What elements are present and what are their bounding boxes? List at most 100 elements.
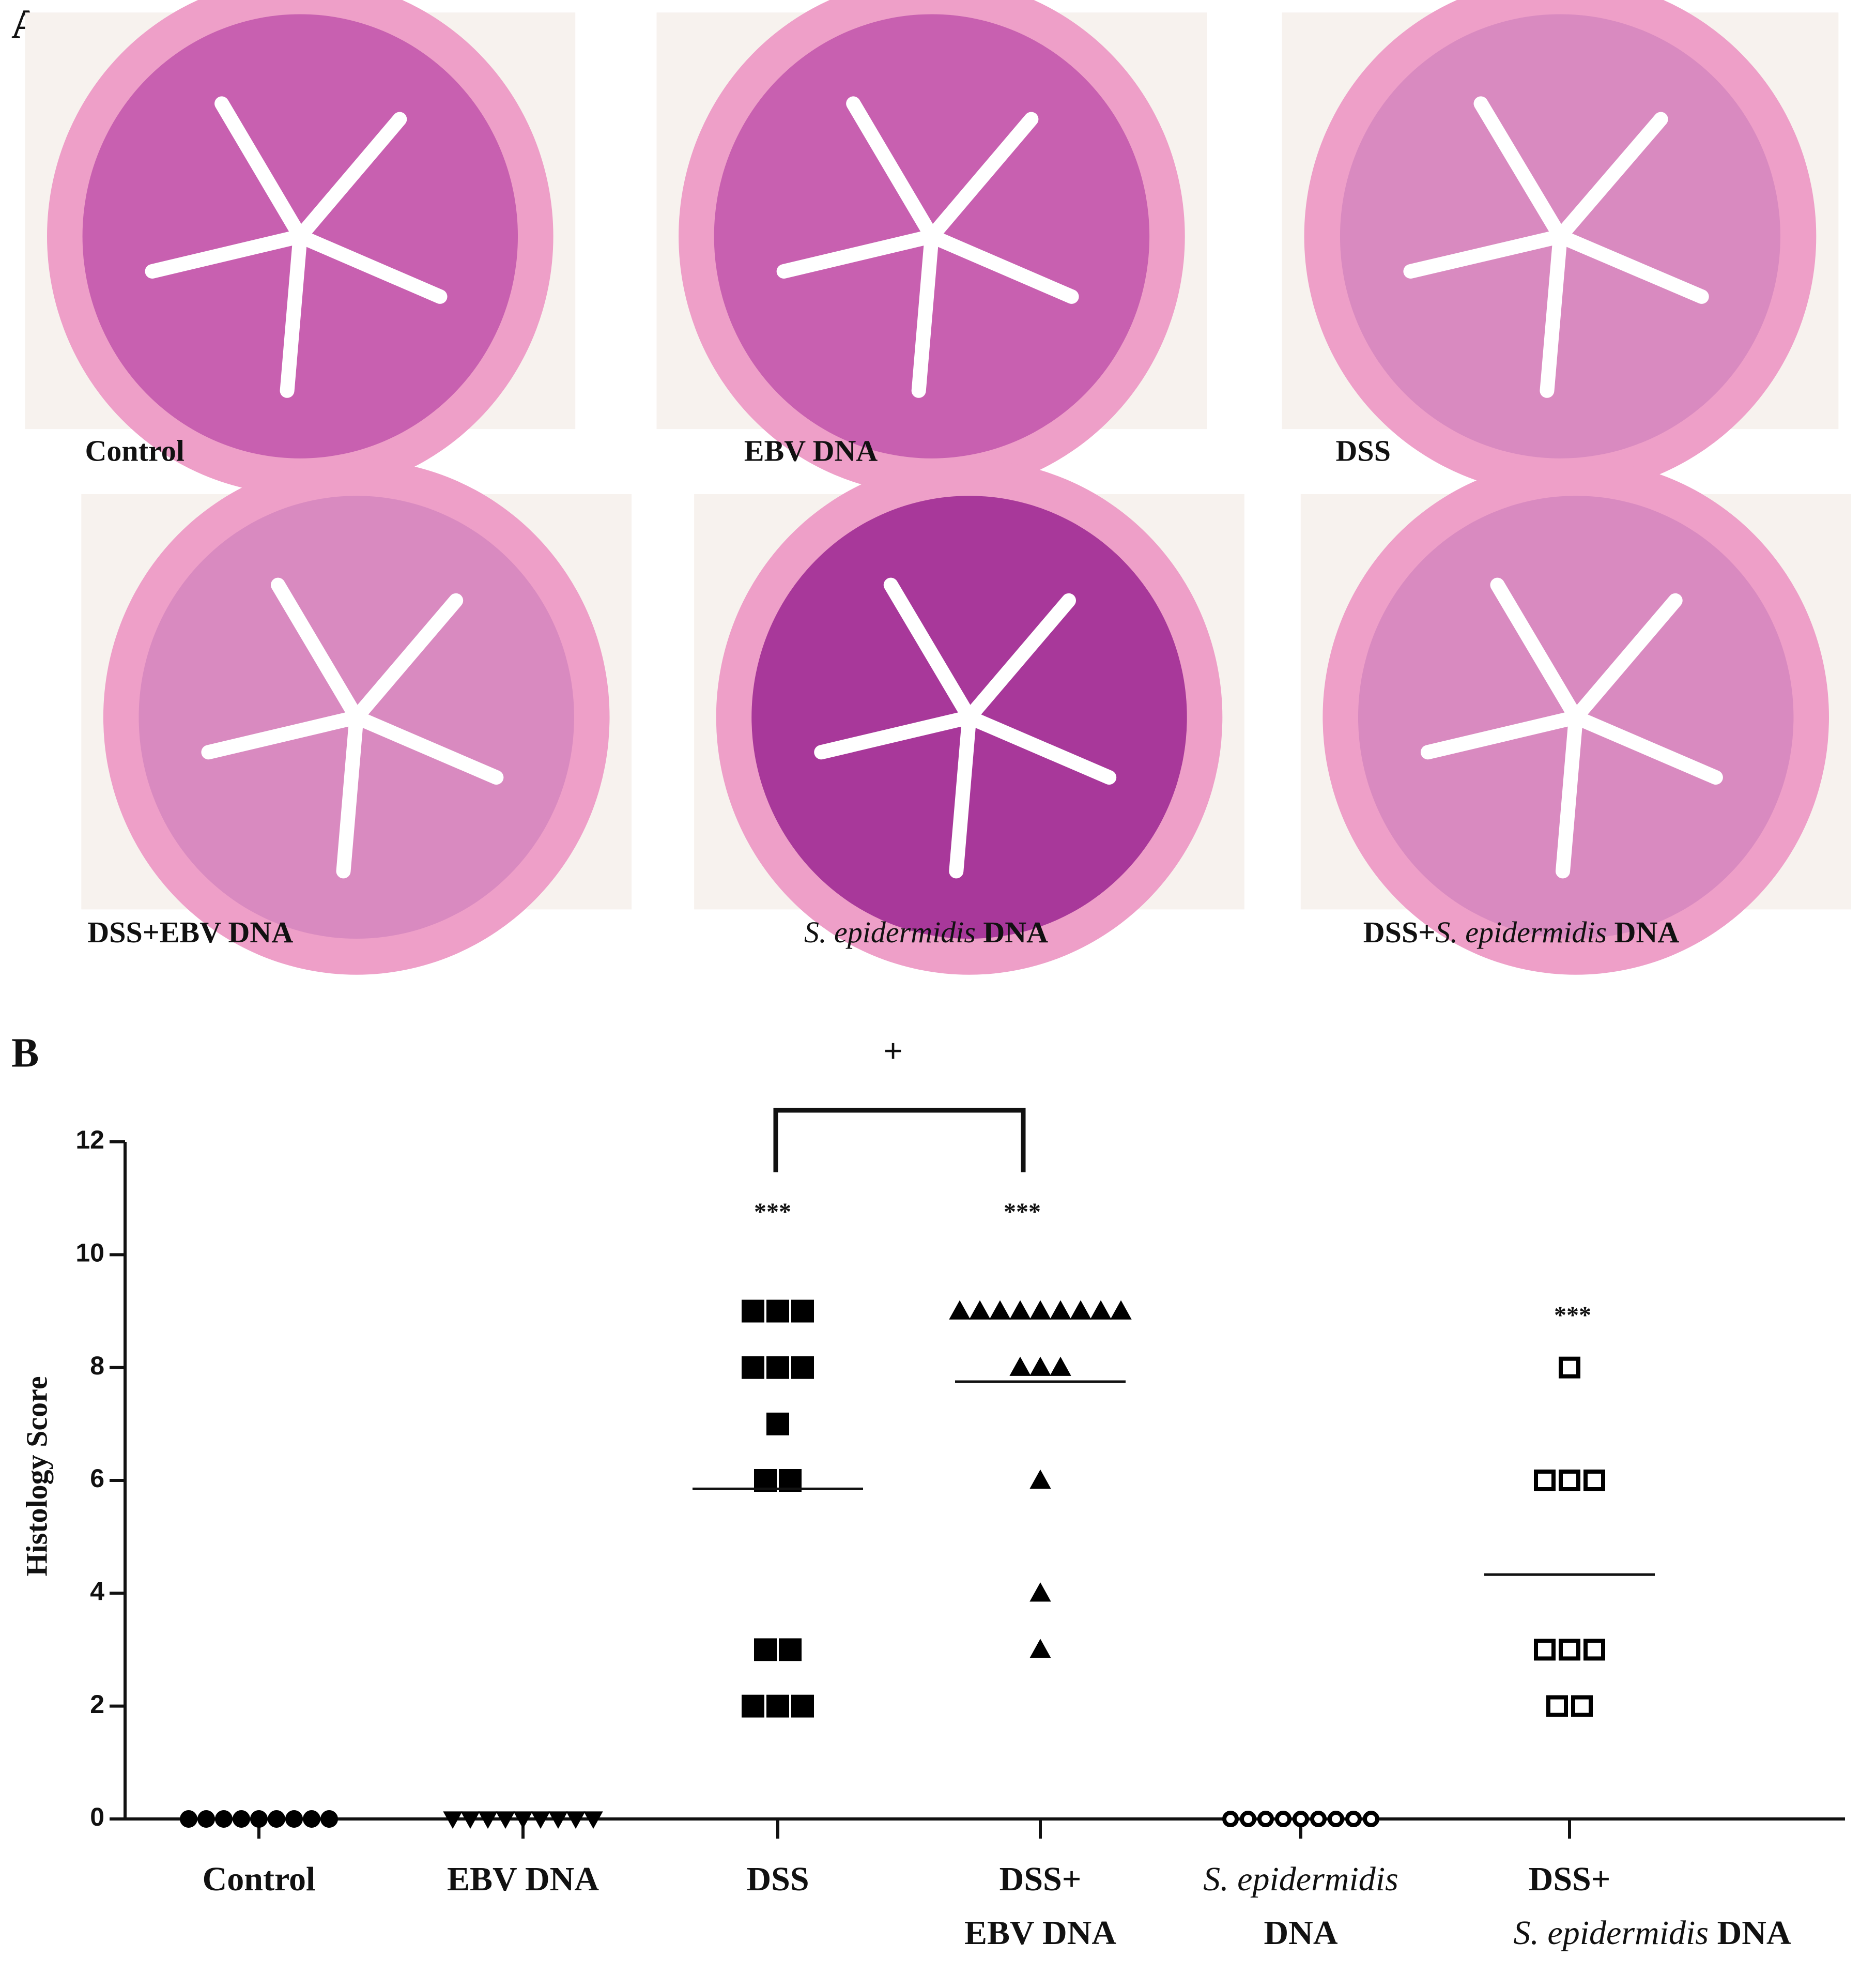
data-point bbox=[1583, 1470, 1605, 1491]
data-point bbox=[1029, 1300, 1051, 1320]
data-point bbox=[1090, 1300, 1112, 1320]
text-run: DNA bbox=[1264, 1914, 1338, 1952]
text-run: Control bbox=[85, 434, 184, 468]
image-caption: DSS+S. epidermidis DNA bbox=[1363, 915, 1680, 949]
y-tick-label: 0 bbox=[90, 1802, 104, 1831]
text-run: DNA bbox=[976, 915, 1048, 949]
data-point bbox=[268, 1810, 285, 1828]
data-point bbox=[1559, 1356, 1580, 1379]
x-tick-label: DSS+ bbox=[999, 1860, 1082, 1898]
lumen bbox=[814, 710, 977, 760]
text-run: DSS+EBV DNA bbox=[87, 915, 293, 949]
lumen bbox=[962, 593, 1076, 725]
data-point bbox=[1009, 1356, 1031, 1376]
data-point bbox=[791, 1356, 814, 1379]
data-point bbox=[1029, 1582, 1051, 1602]
text-run: DNA bbox=[1709, 1914, 1791, 1952]
data-point bbox=[548, 1811, 568, 1829]
x-tick-label: DNA bbox=[1264, 1914, 1338, 1952]
lumen bbox=[145, 229, 307, 279]
y-tick-label: 8 bbox=[90, 1351, 104, 1380]
lumen bbox=[1403, 229, 1567, 279]
data-point bbox=[791, 1694, 814, 1718]
text-run: S. epidermidis bbox=[804, 915, 976, 949]
lumen bbox=[1552, 229, 1709, 304]
text-run: DNA bbox=[1607, 915, 1679, 949]
x-tick-label: Control bbox=[203, 1860, 316, 1898]
data-point bbox=[1257, 1811, 1274, 1827]
image-caption: DSS bbox=[1336, 434, 1391, 468]
lumen bbox=[911, 229, 939, 398]
lumen bbox=[1420, 710, 1583, 760]
lumen bbox=[336, 710, 364, 879]
text-run: DSS bbox=[1336, 434, 1391, 468]
data-point bbox=[766, 1694, 789, 1718]
data-point bbox=[1275, 1811, 1291, 1827]
y-tick-label: 12 bbox=[75, 1125, 104, 1154]
data-point bbox=[949, 1300, 971, 1320]
data-point bbox=[180, 1810, 197, 1828]
lumen bbox=[293, 112, 407, 244]
lumen bbox=[776, 229, 939, 279]
x-tick-label: EBV DNA bbox=[447, 1860, 599, 1898]
data-point bbox=[1029, 1469, 1051, 1489]
lumen bbox=[1540, 229, 1567, 398]
lumen bbox=[280, 229, 307, 398]
panel-label: B bbox=[11, 1030, 39, 1076]
data-point bbox=[1293, 1811, 1309, 1827]
lumen bbox=[962, 710, 1117, 785]
data-point bbox=[566, 1811, 586, 1829]
lumen bbox=[293, 229, 448, 304]
data-point bbox=[779, 1638, 802, 1661]
data-point bbox=[443, 1811, 463, 1829]
data-point bbox=[1070, 1300, 1091, 1320]
y-tick-label: 4 bbox=[90, 1577, 104, 1606]
data-point bbox=[460, 1811, 480, 1829]
text-run: S. epidermidis bbox=[1435, 915, 1607, 949]
data-point bbox=[496, 1811, 515, 1829]
lumen bbox=[924, 112, 1039, 244]
data-point bbox=[742, 1356, 764, 1379]
data-point bbox=[969, 1300, 991, 1320]
lumen bbox=[1569, 593, 1683, 725]
image-caption: S. epidermidis DNA bbox=[804, 915, 1048, 949]
data-point bbox=[233, 1810, 250, 1828]
y-axis-label: Histology Score bbox=[20, 1376, 53, 1576]
data-point bbox=[1546, 1695, 1568, 1717]
lumen bbox=[883, 577, 977, 725]
data-point bbox=[478, 1811, 498, 1829]
lumen bbox=[1556, 710, 1583, 879]
lumen bbox=[1552, 112, 1668, 244]
y-tick-label: 6 bbox=[90, 1464, 104, 1493]
data-point bbox=[215, 1810, 233, 1828]
data-point bbox=[766, 1299, 789, 1323]
lumen bbox=[924, 229, 1079, 304]
y-tick-label: 10 bbox=[75, 1238, 104, 1267]
data-point bbox=[1310, 1811, 1327, 1827]
data-point bbox=[1328, 1811, 1344, 1827]
data-point bbox=[791, 1299, 814, 1323]
image-caption: Control bbox=[85, 434, 184, 468]
data-point bbox=[1583, 1639, 1605, 1661]
data-point bbox=[1534, 1639, 1556, 1661]
data-point bbox=[1009, 1300, 1031, 1320]
significance: *** bbox=[1004, 1198, 1041, 1226]
data-point bbox=[766, 1412, 789, 1435]
y-tick-label: 2 bbox=[90, 1690, 104, 1719]
data-point bbox=[1050, 1300, 1071, 1320]
text-run: EBV DNA bbox=[447, 1860, 599, 1898]
x-tick-label: S. epidermidis DNA bbox=[1513, 1914, 1791, 1952]
lumen bbox=[349, 593, 464, 725]
data-point bbox=[989, 1300, 1011, 1320]
data-point bbox=[742, 1299, 764, 1323]
data-point bbox=[197, 1810, 215, 1828]
data-point bbox=[303, 1810, 320, 1828]
data-point bbox=[1240, 1811, 1256, 1827]
data-point bbox=[1345, 1811, 1362, 1827]
data-point bbox=[1559, 1639, 1580, 1661]
text-run: EBV DNA bbox=[964, 1914, 1116, 1952]
data-point bbox=[754, 1638, 777, 1661]
lumen bbox=[846, 96, 939, 244]
data-point bbox=[1534, 1470, 1556, 1491]
data-point bbox=[285, 1810, 303, 1828]
